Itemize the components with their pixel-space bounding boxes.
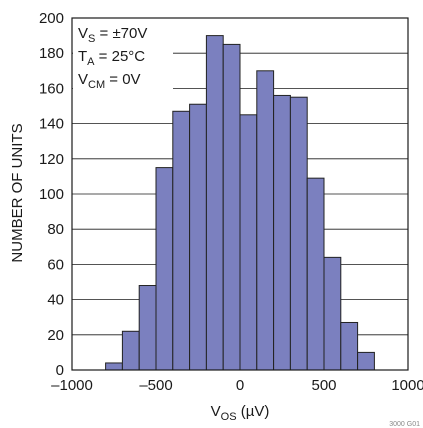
y-tick-label: 120 — [39, 151, 64, 168]
histogram-bar — [357, 351, 375, 371]
x-axis-label-sub: OS — [221, 411, 237, 423]
y-tick-labels: 0 20 40 60 80 100 120 140 160 180 200 — [39, 10, 64, 379]
annotation-line: TA = 25°C — [78, 48, 145, 68]
y-tick-label: 100 — [39, 186, 64, 203]
histogram-bar — [222, 43, 241, 371]
histogram-bar — [105, 362, 123, 371]
histogram-bar — [121, 330, 140, 371]
y-tick-label: 20 — [47, 327, 64, 344]
x-axis-label-unit: (µV) — [237, 403, 270, 420]
x-tick-label: –1000 — [51, 377, 93, 394]
figure-id: 3000 G01 — [389, 421, 420, 428]
annotation-line: VS = ±70V — [78, 25, 147, 45]
histogram-bar — [273, 94, 291, 371]
conditions-annotation: VS = ±70V TA = 25°C VCM = 0V — [73, 19, 173, 91]
histogram-bar — [256, 70, 275, 371]
annotation-line: VCM = 0V — [78, 71, 141, 91]
histogram-bar — [306, 177, 325, 371]
x-tick-label: –500 — [139, 377, 172, 394]
histogram-bar — [189, 103, 207, 371]
histogram-bar — [205, 35, 224, 371]
x-tick-label: 0 — [236, 377, 244, 394]
histogram-bar — [172, 110, 191, 371]
y-tick-label: 0 — [56, 362, 64, 379]
histogram-bar — [155, 167, 174, 371]
x-tick-label: 500 — [311, 377, 336, 394]
x-axis-label: VOS (µV) — [211, 403, 270, 423]
histogram-bars — [105, 35, 375, 371]
annotation-background — [73, 19, 173, 91]
x-axis-label-main: V — [211, 403, 221, 420]
y-tick-label: 60 — [47, 256, 64, 273]
histogram-bar — [138, 285, 157, 371]
y-tick-label: 40 — [47, 292, 64, 309]
y-tick-label: 140 — [39, 116, 64, 133]
plot-frame — [71, 17, 409, 371]
y-tick-label: 200 — [39, 10, 64, 27]
y-tick-label: 180 — [39, 45, 64, 62]
histogram-bar — [239, 114, 258, 371]
y-tick-label: 160 — [39, 80, 64, 97]
histogram-bar — [323, 256, 342, 371]
y-axis-label: NUMBER OF UNITS — [9, 123, 26, 262]
x-tick-label: 1000 — [391, 377, 423, 394]
y-tick-label: 80 — [47, 221, 64, 238]
x-tick-labels: –1000 –500 0 500 1000 — [51, 377, 423, 394]
histogram-bar — [340, 321, 359, 371]
histogram-bar — [289, 96, 308, 371]
